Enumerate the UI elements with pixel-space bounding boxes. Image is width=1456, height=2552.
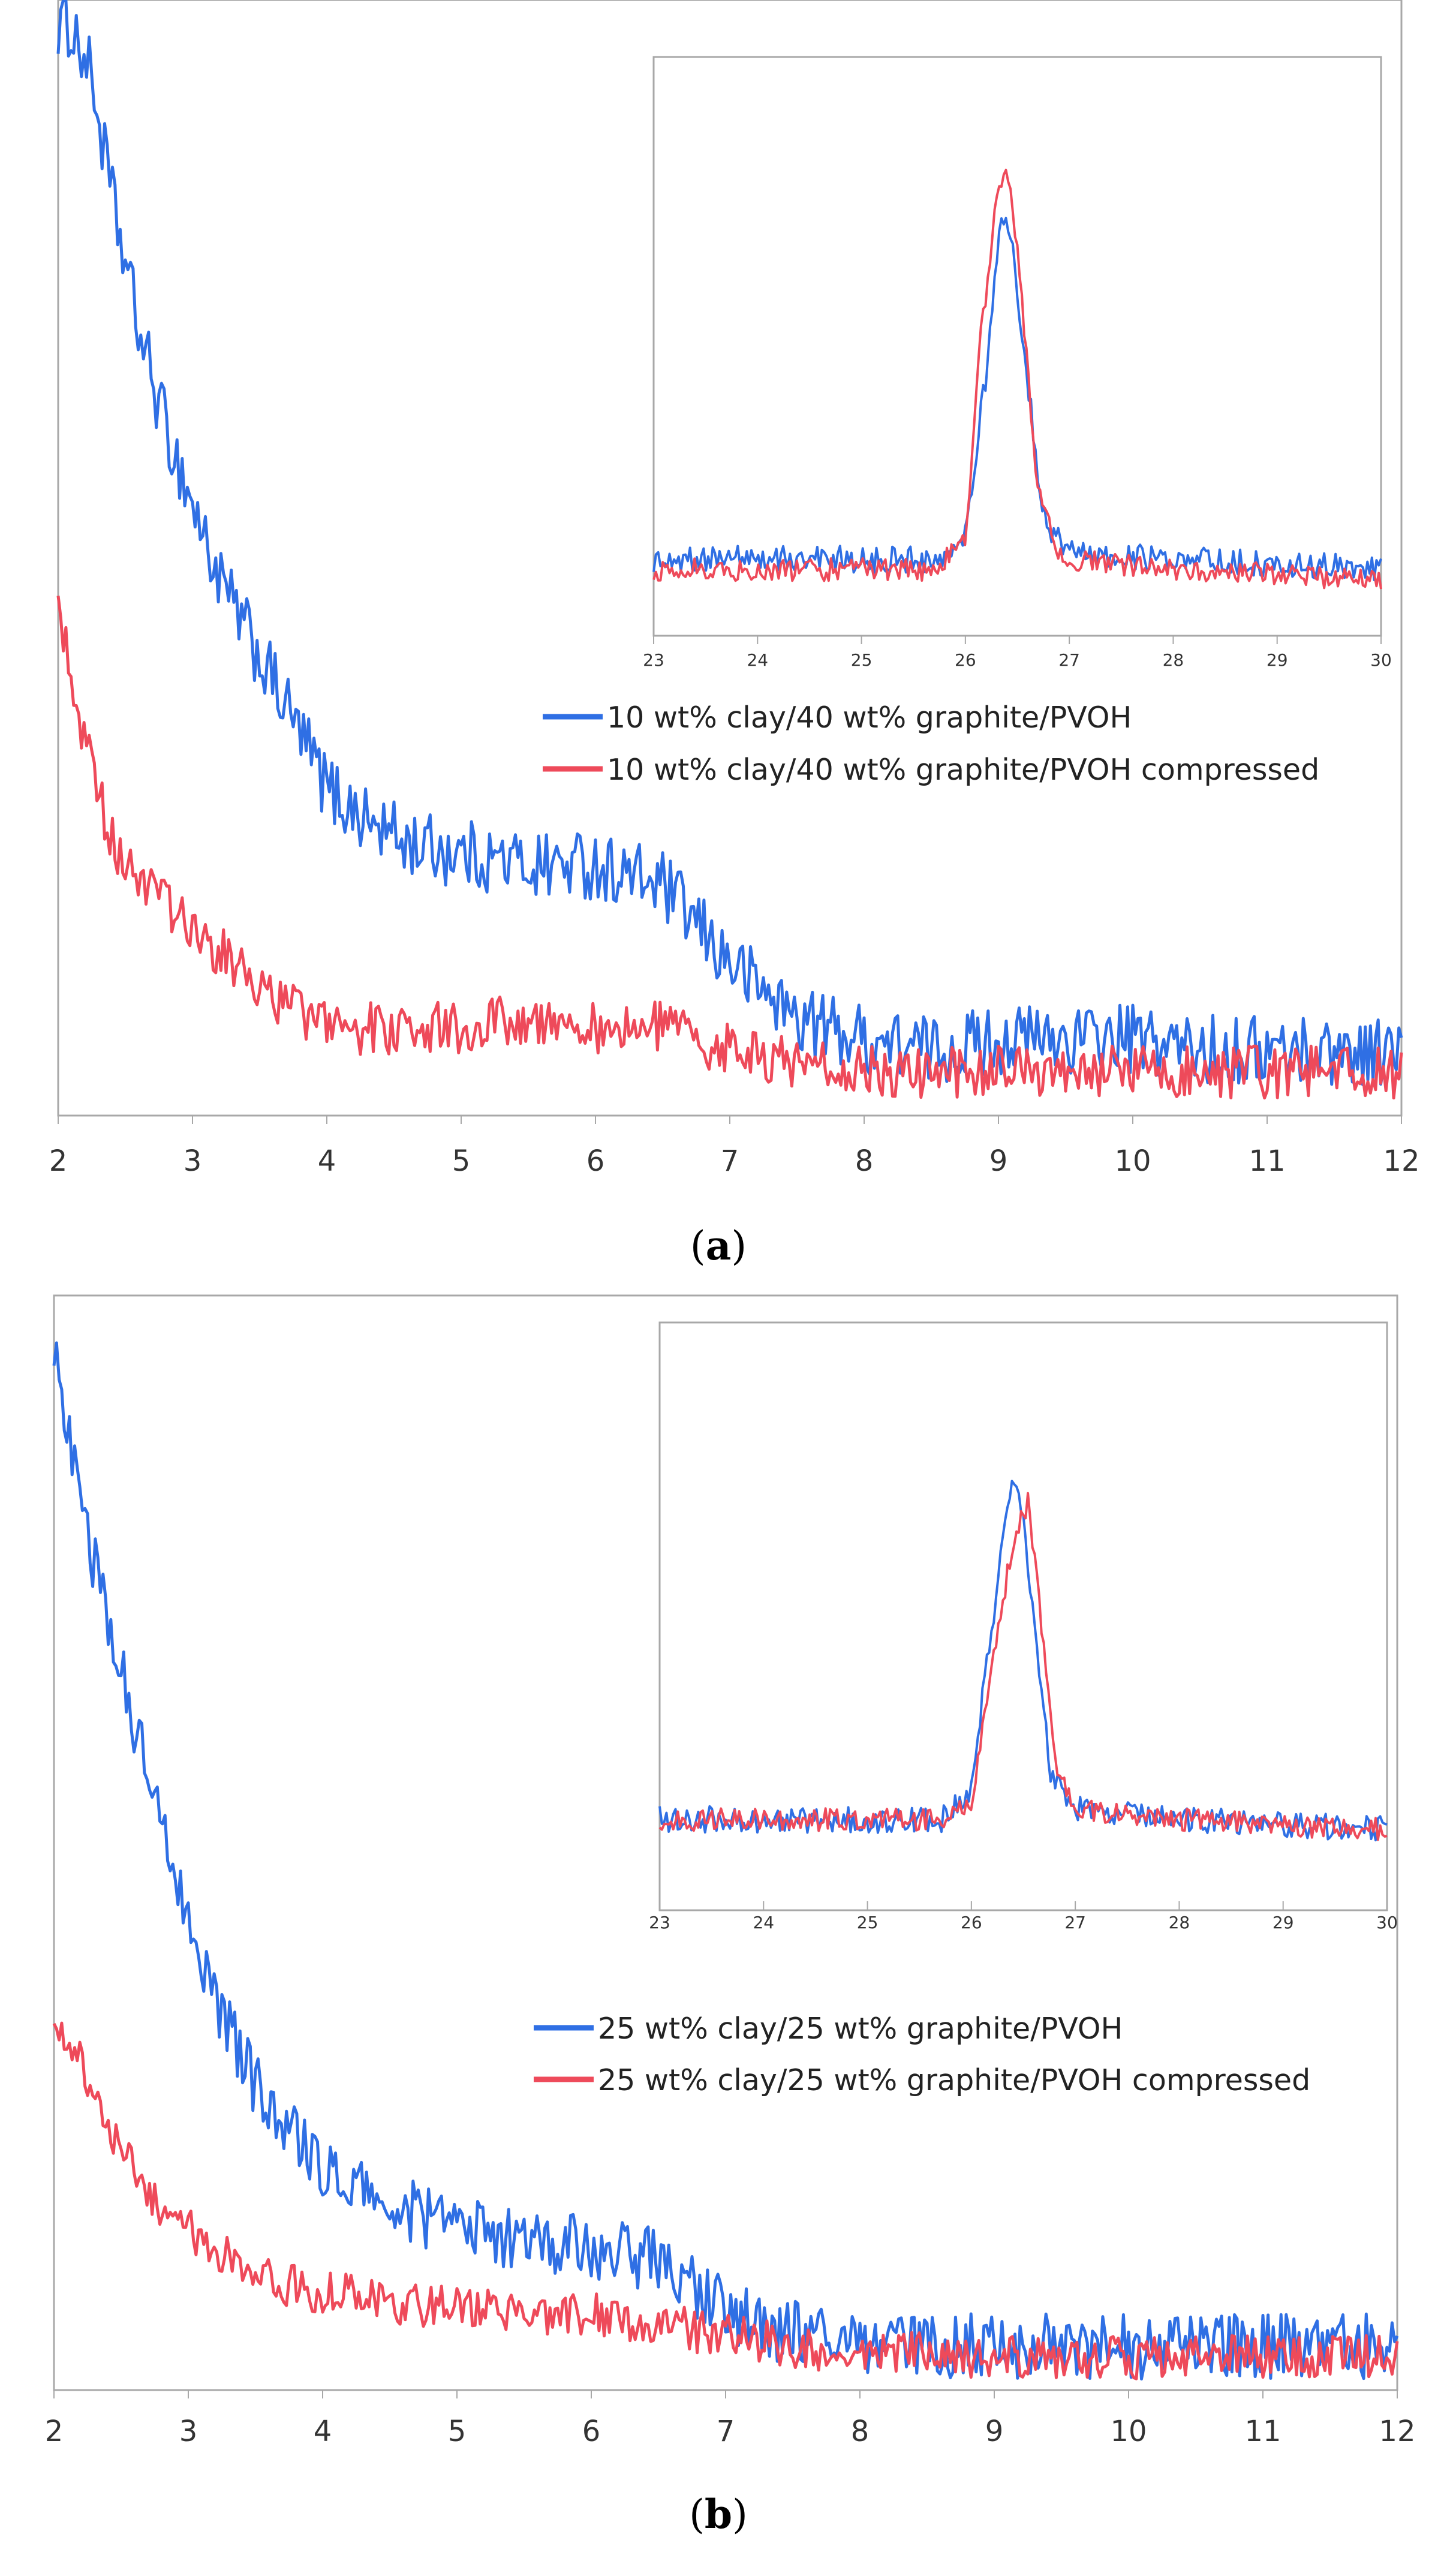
x-tick-label: 3 <box>183 1144 202 1178</box>
main-series-a <box>56 0 1403 1100</box>
x-tick-label: 10 <box>1114 1144 1151 1178</box>
x-tick-label: 23 <box>649 1913 670 1932</box>
x-tick-label: 25 <box>857 1913 879 1932</box>
x-tick-label: 9 <box>985 2415 1004 2448</box>
x-tick-label: 24 <box>753 1913 774 1932</box>
series-line-red <box>658 1492 1388 1841</box>
x-tick-label: 30 <box>1370 650 1392 670</box>
caption-a: (a) <box>690 1222 747 1269</box>
series-line-blue <box>56 0 1403 1086</box>
series-line-red <box>652 169 1382 590</box>
x-tick-label: 12 <box>1383 1144 1419 1178</box>
x-tick-label: 7 <box>717 2415 735 2448</box>
panel-b: 23 24 25 26 27 28 29 30 2 3 4 5 6 7 8 9 10 11 12 25 wt% c… <box>45 1294 1416 2538</box>
x-tick-label: 2 <box>49 1144 68 1178</box>
inset-x-ticks-b: 23 24 25 26 27 28 29 30 <box>649 1901 1398 1932</box>
x-tick-label: 7 <box>721 1144 739 1178</box>
x-tick-label: 4 <box>314 2415 332 2448</box>
inset-frame-a <box>652 56 1382 637</box>
x-tick-label: 27 <box>1058 650 1080 670</box>
x-tick-label: 28 <box>1169 1913 1190 1932</box>
x-ticks-a: 2 3 4 5 6 7 8 9 10 11 12 <box>49 1116 1420 1178</box>
legend-label-blue: 10 wt% clay/40 wt% graphite/PVOH <box>607 701 1132 735</box>
main-series-b <box>52 1341 1399 2380</box>
legend-a: 10 wt% clay/40 wt% graphite/PVOH 10 wt% … <box>543 701 1319 787</box>
x-tick-label: 11 <box>1244 2415 1281 2448</box>
series-line-red <box>52 2021 1399 2380</box>
series-line-blue <box>652 217 1382 582</box>
x-tick-label: 6 <box>582 2415 601 2448</box>
x-tick-label: 25 <box>851 650 873 670</box>
x-tick-label: 4 <box>318 1144 336 1178</box>
series-line-red <box>56 596 1403 1100</box>
caption-b: (b) <box>689 2491 748 2538</box>
x-tick-label: 11 <box>1249 1144 1285 1178</box>
x-tick-label: 29 <box>1267 650 1288 670</box>
legend-label-blue: 25 wt% clay/25 wt% graphite/PVOH <box>598 2012 1123 2046</box>
x-tick-label: 26 <box>955 650 976 670</box>
x-tick-label: 30 <box>1376 1913 1398 1932</box>
x-tick-label: 27 <box>1064 1913 1086 1932</box>
x-tick-label: 12 <box>1379 2415 1415 2448</box>
x-tick-label: 8 <box>855 1144 874 1178</box>
inset-series-a <box>652 169 1382 590</box>
legend-b: 25 wt% clay/25 wt% graphite/PVOH 25 wt% … <box>534 2012 1310 2097</box>
panel-a: 23 24 25 26 27 28 29 30 2 3 4 5 6 7 8 9 10 11 12 10 wt% c… <box>49 0 1420 1269</box>
legend-label-red: 25 wt% clay/25 wt% graphite/PVOH compres… <box>598 2063 1310 2097</box>
legend-label-red: 10 wt% clay/40 wt% graphite/PVOH compres… <box>607 753 1319 787</box>
x-tick-label: 23 <box>643 650 664 670</box>
x-ticks-b: 2 3 4 5 6 7 8 9 10 11 12 <box>45 2390 1416 2448</box>
x-tick-label: 3 <box>179 2415 198 2448</box>
x-tick-label: 26 <box>961 1913 982 1932</box>
x-tick-label: 29 <box>1273 1913 1294 1932</box>
x-tick-label: 9 <box>989 1144 1008 1178</box>
x-tick-label: 5 <box>448 2415 467 2448</box>
inset-x-ticks-a: 23 24 25 26 27 28 29 30 <box>643 636 1392 670</box>
series-line-blue <box>52 1341 1399 2380</box>
inset-series-b <box>658 1480 1388 1842</box>
x-tick-label: 2 <box>45 2415 64 2448</box>
x-tick-label: 5 <box>452 1144 471 1178</box>
x-tick-label: 24 <box>747 650 768 670</box>
x-tick-label: 6 <box>586 1144 605 1178</box>
x-tick-label: 10 <box>1110 2415 1147 2448</box>
x-tick-label: 8 <box>851 2415 870 2448</box>
x-tick-label: 28 <box>1163 650 1184 670</box>
